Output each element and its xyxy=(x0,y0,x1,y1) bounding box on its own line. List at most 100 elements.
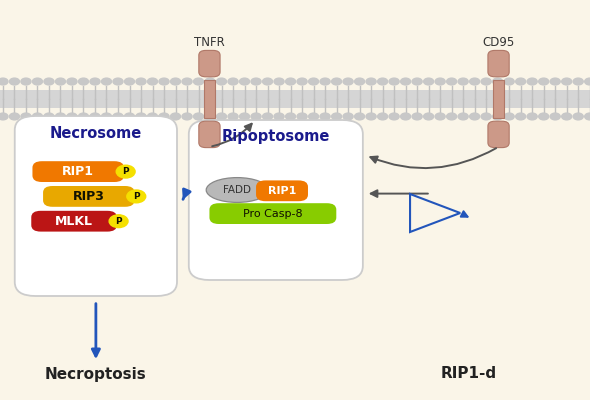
Circle shape xyxy=(217,78,227,85)
Circle shape xyxy=(113,113,123,120)
Bar xyxy=(0,90,590,108)
Circle shape xyxy=(171,113,181,120)
Circle shape xyxy=(55,113,65,120)
Circle shape xyxy=(124,78,135,85)
Circle shape xyxy=(240,78,250,85)
FancyBboxPatch shape xyxy=(256,180,308,201)
Circle shape xyxy=(504,78,514,85)
Circle shape xyxy=(116,165,135,178)
Circle shape xyxy=(320,113,330,120)
Circle shape xyxy=(32,78,42,85)
Circle shape xyxy=(378,78,388,85)
Circle shape xyxy=(343,113,353,120)
Circle shape xyxy=(228,113,238,120)
Circle shape xyxy=(389,113,399,120)
Text: P: P xyxy=(133,192,140,201)
Circle shape xyxy=(205,113,215,120)
Circle shape xyxy=(136,78,146,85)
Circle shape xyxy=(21,78,31,85)
Circle shape xyxy=(274,78,284,85)
Circle shape xyxy=(286,78,296,85)
Text: Ripoptosome: Ripoptosome xyxy=(222,129,330,144)
Circle shape xyxy=(389,78,399,85)
Circle shape xyxy=(263,113,273,120)
Circle shape xyxy=(355,113,365,120)
FancyBboxPatch shape xyxy=(189,120,363,280)
Circle shape xyxy=(401,78,411,85)
FancyBboxPatch shape xyxy=(209,203,336,224)
Text: TNFR: TNFR xyxy=(194,36,225,49)
Circle shape xyxy=(286,113,296,120)
FancyBboxPatch shape xyxy=(43,186,135,207)
Circle shape xyxy=(562,78,572,85)
Circle shape xyxy=(263,78,273,85)
Circle shape xyxy=(550,78,560,85)
Circle shape xyxy=(44,113,54,120)
Circle shape xyxy=(194,113,204,120)
Circle shape xyxy=(9,113,19,120)
Circle shape xyxy=(78,78,88,85)
Circle shape xyxy=(539,78,549,85)
Circle shape xyxy=(585,78,590,85)
Circle shape xyxy=(109,215,128,228)
Circle shape xyxy=(378,113,388,120)
Circle shape xyxy=(573,78,583,85)
Circle shape xyxy=(493,78,503,85)
Circle shape xyxy=(355,78,365,85)
Circle shape xyxy=(0,113,8,120)
Circle shape xyxy=(148,113,158,120)
Circle shape xyxy=(412,78,422,85)
Circle shape xyxy=(251,78,261,85)
Circle shape xyxy=(113,78,123,85)
Text: CD95: CD95 xyxy=(483,36,514,49)
Circle shape xyxy=(78,113,88,120)
Text: P: P xyxy=(115,217,122,226)
Circle shape xyxy=(585,113,590,120)
Text: Pro Casp-8: Pro Casp-8 xyxy=(243,209,303,218)
Circle shape xyxy=(182,113,192,120)
Circle shape xyxy=(562,113,572,120)
Text: RIP1: RIP1 xyxy=(268,186,296,196)
Ellipse shape xyxy=(206,178,268,202)
Circle shape xyxy=(274,113,284,120)
Circle shape xyxy=(401,113,411,120)
Circle shape xyxy=(516,78,526,85)
FancyBboxPatch shape xyxy=(199,121,220,148)
FancyBboxPatch shape xyxy=(32,161,124,182)
Circle shape xyxy=(309,78,319,85)
Circle shape xyxy=(573,113,583,120)
Text: Necroptosis: Necroptosis xyxy=(45,366,147,382)
Text: MLKL: MLKL xyxy=(55,215,93,228)
Circle shape xyxy=(447,78,457,85)
Circle shape xyxy=(539,113,549,120)
Circle shape xyxy=(67,113,77,120)
Bar xyxy=(493,80,504,118)
Circle shape xyxy=(435,113,445,120)
Circle shape xyxy=(90,78,100,85)
Circle shape xyxy=(297,78,307,85)
Circle shape xyxy=(101,113,112,120)
FancyBboxPatch shape xyxy=(15,116,177,296)
Circle shape xyxy=(516,113,526,120)
FancyBboxPatch shape xyxy=(488,121,509,148)
Circle shape xyxy=(320,78,330,85)
Circle shape xyxy=(550,113,560,120)
Circle shape xyxy=(67,78,77,85)
Circle shape xyxy=(504,113,514,120)
Circle shape xyxy=(217,113,227,120)
Circle shape xyxy=(481,113,491,120)
Circle shape xyxy=(9,78,19,85)
Circle shape xyxy=(435,78,445,85)
Circle shape xyxy=(332,78,342,85)
Circle shape xyxy=(205,78,215,85)
Circle shape xyxy=(228,78,238,85)
Circle shape xyxy=(493,113,503,120)
Circle shape xyxy=(90,113,100,120)
Circle shape xyxy=(297,113,307,120)
Circle shape xyxy=(240,113,250,120)
Circle shape xyxy=(0,78,8,85)
Circle shape xyxy=(159,113,169,120)
FancyBboxPatch shape xyxy=(31,211,117,232)
Circle shape xyxy=(366,113,376,120)
Circle shape xyxy=(55,78,65,85)
